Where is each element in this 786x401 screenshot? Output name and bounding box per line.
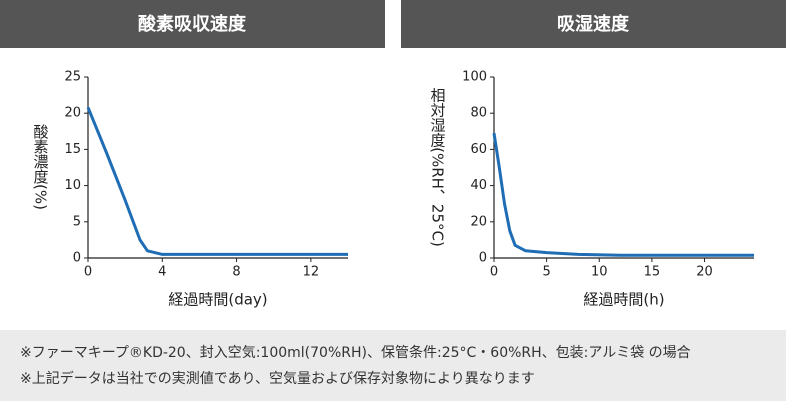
note: ※上記データは当社での実測値であり、空気量および保存対象物により異なります bbox=[20, 370, 535, 387]
chart-title: 吸湿速度 bbox=[557, 13, 630, 35]
x-axis-label: 経過時間(h) bbox=[583, 291, 664, 309]
x-tick-label: 12 bbox=[303, 265, 320, 280]
x-tick-label: 10 bbox=[591, 265, 608, 280]
x-tick-label: 15 bbox=[644, 265, 661, 280]
y-tick-label: 15 bbox=[64, 142, 81, 157]
y-axis-label: 相対湿度(%RH、25°C) bbox=[429, 87, 447, 247]
x-tick-label: 8 bbox=[232, 265, 240, 280]
x-tick-label: 0 bbox=[84, 265, 92, 280]
y-tick-label: 10 bbox=[64, 178, 81, 193]
notes-box bbox=[0, 330, 786, 401]
y-tick-label: 20 bbox=[470, 214, 487, 229]
header-bar bbox=[0, 0, 385, 48]
chart-title: 酸素吸収速度 bbox=[138, 13, 247, 35]
y-tick-label: 0 bbox=[479, 251, 487, 266]
x-axis-label: 経過時間(day) bbox=[168, 291, 267, 309]
x-tick-label: 4 bbox=[158, 265, 166, 280]
header-bar bbox=[401, 0, 786, 48]
y-tick-label: 25 bbox=[64, 70, 81, 85]
x-tick-label: 0 bbox=[490, 265, 498, 280]
data-line bbox=[492, 132, 754, 257]
y-tick-label: 100 bbox=[462, 70, 487, 85]
y-tick-label: 80 bbox=[470, 106, 487, 121]
y-axis-label: 酸素濃度(%) bbox=[32, 124, 50, 210]
y-tick-label: 40 bbox=[470, 178, 487, 193]
x-tick-label: 20 bbox=[696, 265, 713, 280]
note: ※ファーマキープ®KD-20、封入空気:100ml(70%RH)、保管条件:25… bbox=[20, 344, 691, 361]
y-tick-label: 20 bbox=[64, 106, 81, 121]
x-tick-label: 5 bbox=[542, 265, 550, 280]
y-tick-label: 0 bbox=[73, 251, 81, 266]
data-line bbox=[86, 106, 348, 256]
y-tick-label: 60 bbox=[470, 142, 487, 157]
y-tick-label: 5 bbox=[73, 214, 81, 229]
